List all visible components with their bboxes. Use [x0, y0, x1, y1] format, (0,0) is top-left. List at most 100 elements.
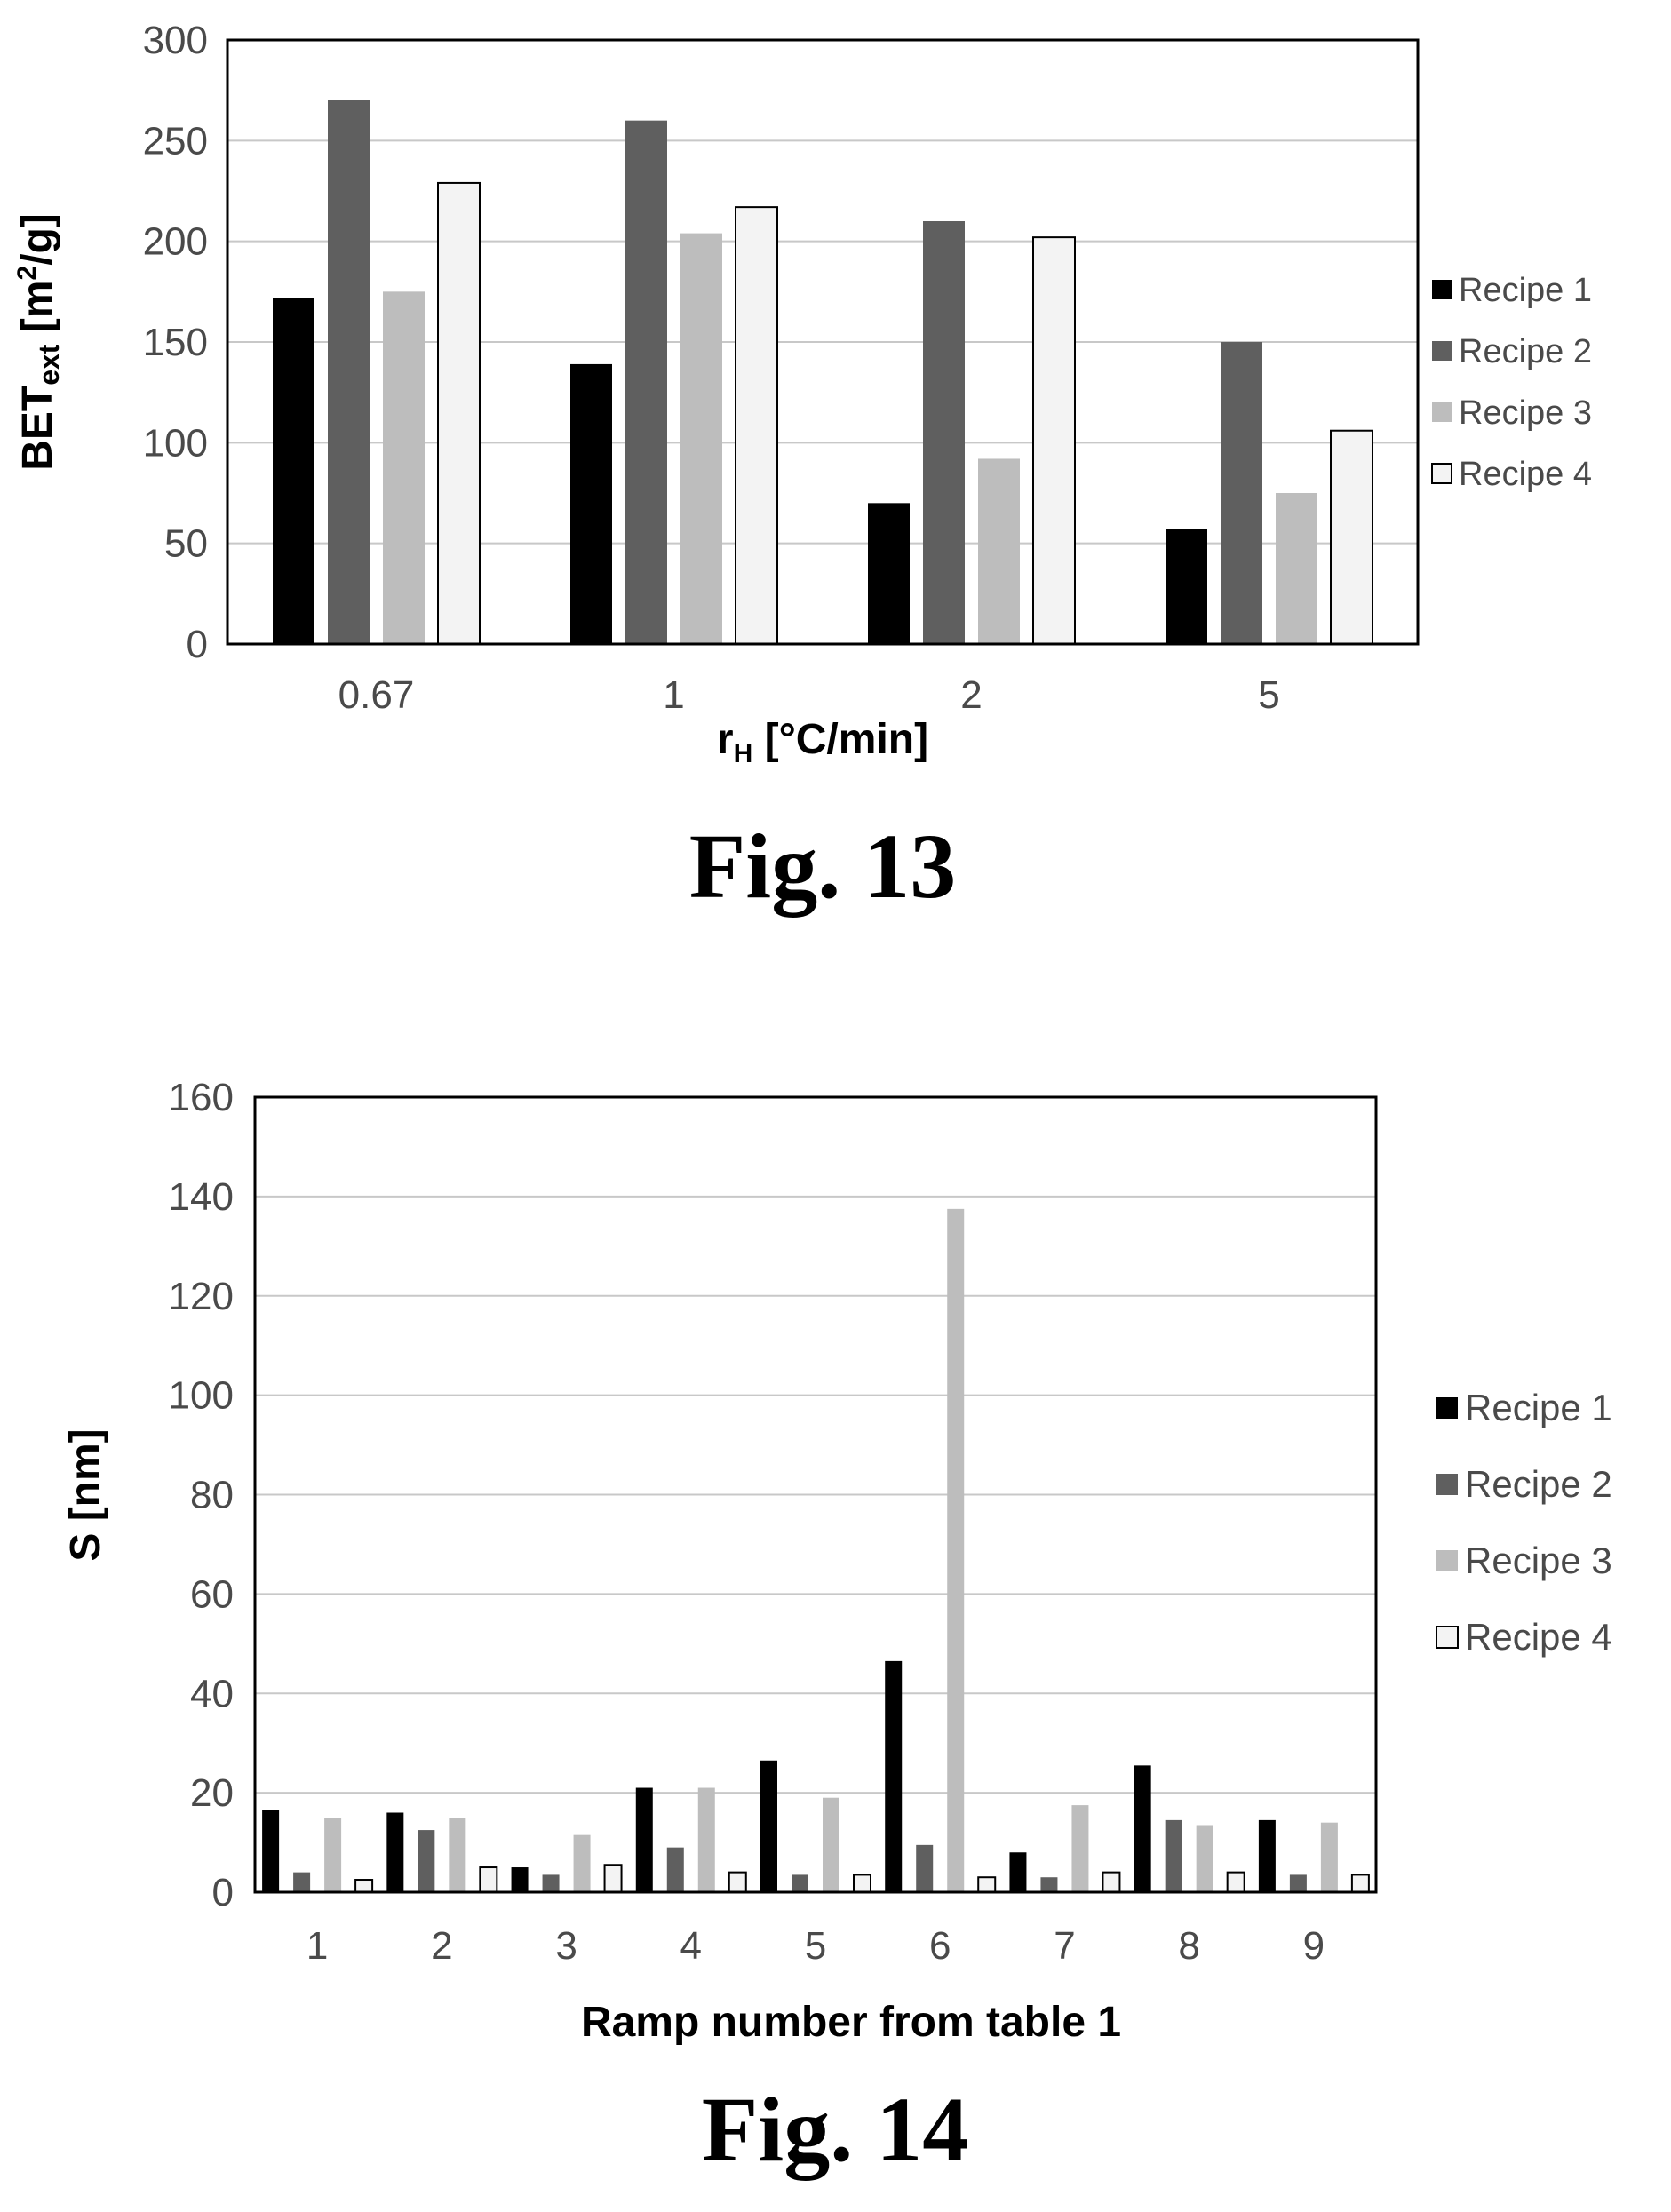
bar-recipe-3 [383, 291, 425, 644]
bar-recipe-1 [273, 298, 314, 644]
bar-recipe-3 [823, 1797, 839, 1892]
legend-label-recipe-4: Recipe 4 [1465, 1616, 1612, 1658]
y-tick-label: 0 [212, 1871, 234, 1914]
legend-swatch-recipe-4 [1436, 1626, 1459, 1649]
fig14-legend: Recipe 1 Recipe 2 Recipe 3 Recipe 4 [1436, 1387, 1612, 1658]
bar-recipe-3 [947, 1208, 965, 1892]
bar-recipe-3 [324, 1818, 342, 1892]
legend-label-recipe-1: Recipe 1 [1465, 1387, 1612, 1428]
fig14-y-axis-label: S [nm] [62, 1428, 109, 1561]
bar-recipe-2 [542, 1874, 560, 1892]
bar-recipe-1 [570, 363, 612, 644]
bar-recipe-3 [1320, 1822, 1338, 1892]
fig14-gridlines [255, 1195, 1376, 1794]
fig14-caption: Fig. 14 [702, 2079, 968, 2181]
y-tick-label: 60 [190, 1572, 234, 1616]
y-tick-label: 150 [143, 321, 208, 364]
y-tick-label: 0 [187, 623, 208, 666]
bar-recipe-1 [1166, 529, 1207, 644]
bar-recipe-4 [479, 1866, 498, 1893]
bar-recipe-3 [1071, 1805, 1089, 1892]
legend-swatch-recipe-3 [1436, 1550, 1458, 1571]
x-tick-label: 5 [1258, 673, 1279, 717]
fig14-x-ticks: 1 2 3 4 5 6 7 8 9 [306, 1924, 1325, 1968]
legend-label-recipe-3: Recipe 3 [1465, 1540, 1612, 1581]
bar-recipe-1 [760, 1760, 777, 1892]
bar-recipe-1 [885, 1660, 903, 1892]
bar-recipe-2 [1165, 1819, 1182, 1892]
bar-recipe-2 [625, 120, 667, 644]
y-tick-label: 160 [169, 1076, 234, 1119]
x-tick-label: 2 [431, 1924, 452, 1968]
bar-recipe-2 [792, 1874, 808, 1892]
bar-recipe-2 [1289, 1874, 1307, 1892]
x-tick-label: 2 [960, 673, 982, 717]
y-tick-label: 120 [169, 1275, 234, 1318]
fig13-caption: Fig. 13 [689, 816, 956, 918]
fig14-y-ticks: 0 20 40 60 80 100 120 140 160 [169, 1076, 234, 1914]
x-tick-label: 3 [555, 1924, 577, 1968]
x-tick-label: 1 [663, 673, 684, 717]
bar-recipe-4 [735, 206, 778, 645]
fig13-y-ticks: 0 50 100 150 200 250 300 [143, 19, 208, 666]
y-tick-label: 80 [190, 1474, 234, 1517]
bar-recipe-4 [728, 1871, 747, 1893]
bar-recipe-2 [328, 100, 370, 644]
bar-recipe-2 [916, 1844, 934, 1892]
y-tick-label: 100 [143, 421, 208, 465]
x-tick-label: 9 [1303, 1924, 1325, 1968]
bar-recipe-2 [666, 1847, 684, 1892]
bar-recipe-3 [449, 1818, 466, 1892]
bar-recipe-1 [868, 503, 910, 644]
y-tick-label: 100 [169, 1374, 234, 1418]
x-tick-label: 6 [929, 1924, 951, 1968]
y-tick-label: 250 [143, 119, 208, 163]
bar-recipe-3 [573, 1834, 591, 1892]
legend-swatch-recipe-1 [1436, 1397, 1458, 1419]
bar-recipe-2 [923, 221, 965, 644]
x-tick-label: 4 [680, 1924, 702, 1968]
y-tick-label: 200 [143, 220, 208, 264]
bar-recipe-4 [1330, 429, 1373, 645]
x-tick-label: 0.67 [338, 673, 415, 717]
bar-recipe-3 [697, 1787, 715, 1892]
bar-recipe-2 [418, 1830, 435, 1892]
x-tick-label: 7 [1054, 1924, 1075, 1968]
bar-recipe-4 [603, 1864, 623, 1893]
fig13-x-axis-label: rH [°C/min] [717, 716, 928, 768]
bar-recipe-2 [1221, 342, 1262, 644]
bar-recipe-4 [1226, 1871, 1245, 1893]
chart-fig14: 0 20 40 60 80 100 120 140 160 1 2 3 4 5 6 7 8 9 Ramp num… [62, 1076, 1612, 2181]
legend-label-recipe-4: Recipe 4 [1459, 456, 1592, 493]
bar-recipe-1 [262, 1810, 280, 1892]
legend-swatch-recipe-3 [1432, 402, 1452, 422]
legend-label-recipe-3: Recipe 3 [1459, 394, 1592, 432]
bar-recipe-3 [680, 233, 722, 644]
legend-swatch-recipe-2 [1436, 1474, 1458, 1495]
chart-fig13: 0 50 100 150 200 250 300 0.67 1 2 5 rH [°C/min] B… [12, 19, 1592, 918]
bar-recipe-4 [1102, 1871, 1121, 1893]
x-tick-label: 5 [805, 1924, 826, 1968]
fig13-bars [273, 100, 1373, 645]
bar-recipe-1 [1009, 1852, 1027, 1892]
bar-recipe-3 [1276, 493, 1317, 644]
bar-recipe-1 [1134, 1765, 1151, 1892]
legend-swatch-recipe-2 [1432, 341, 1452, 361]
fig13-gridlines [227, 139, 1418, 545]
fig14-bars [262, 1208, 1370, 1893]
legend-label-recipe-2: Recipe 2 [1459, 333, 1592, 370]
bar-recipe-4 [1350, 1874, 1370, 1893]
y-tick-label: 140 [169, 1175, 234, 1219]
bar-recipe-4 [354, 1879, 374, 1893]
bar-recipe-1 [635, 1787, 653, 1892]
y-tick-label: 20 [190, 1771, 234, 1815]
bar-recipe-3 [978, 458, 1020, 644]
legend-label-recipe-2: Recipe 2 [1465, 1463, 1612, 1505]
legend-label-recipe-1: Recipe 1 [1459, 272, 1592, 309]
legend-swatch-recipe-1 [1432, 280, 1452, 299]
bar-recipe-1 [386, 1812, 404, 1892]
x-tick-label: 8 [1178, 1924, 1199, 1968]
fig13-legend: Recipe 1 Recipe 2 Recipe 3 Recipe 4 [1431, 272, 1592, 493]
y-tick-label: 300 [143, 19, 208, 62]
